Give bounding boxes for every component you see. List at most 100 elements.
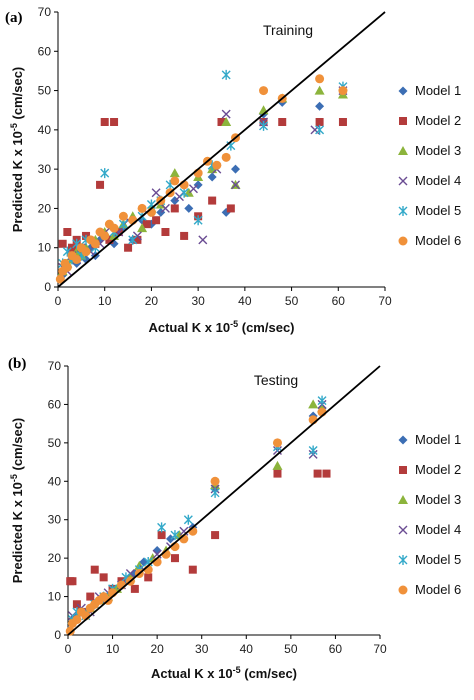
x-tick-label: 50	[284, 642, 298, 656]
data-point	[157, 531, 166, 540]
legend-marker	[398, 525, 408, 535]
data-point	[314, 85, 325, 95]
legend-item: Model 2	[399, 462, 461, 477]
legend-label: Model 2	[415, 113, 461, 128]
data-point	[68, 577, 77, 586]
one-to-one-line	[67, 365, 381, 636]
data-point	[273, 469, 282, 478]
legend-item: Model 4	[398, 173, 461, 188]
x-tick-label: 0	[55, 294, 62, 308]
data-point	[308, 445, 318, 456]
data-point	[160, 203, 170, 213]
x-tick-label: 40	[240, 642, 254, 656]
series-model-4	[67, 399, 327, 621]
series-model-6	[55, 74, 348, 284]
data-point	[118, 211, 128, 221]
legend-marker	[398, 495, 408, 504]
x-tick-label: 60	[332, 294, 346, 308]
series-model-3	[67, 399, 328, 624]
data-point	[137, 203, 147, 213]
data-point	[221, 109, 231, 119]
legend-item: Model 4	[398, 522, 461, 537]
data-point	[210, 476, 220, 486]
data-point	[231, 164, 241, 174]
data-point	[62, 262, 72, 272]
legend-label: Model 6	[415, 233, 461, 248]
x-tick-label: 20	[150, 642, 164, 656]
data-point	[188, 565, 197, 574]
data-point	[338, 118, 347, 126]
one-to-one-line	[57, 11, 386, 288]
data-point	[100, 118, 109, 126]
y-axis-label: Predicted K x 10-5 (cm/sec)	[9, 67, 25, 233]
data-point	[157, 522, 167, 533]
data-point	[68, 243, 77, 252]
y-tick-label: 20	[38, 201, 52, 215]
data-point	[99, 573, 108, 582]
x-tick-label: 30	[195, 642, 209, 656]
data-point	[317, 395, 327, 406]
data-point	[86, 592, 95, 601]
series-model-6	[65, 407, 327, 636]
legend-item: Model 1	[398, 432, 461, 447]
data-point	[72, 615, 82, 625]
x-tick-label: 20	[145, 294, 159, 308]
data-point	[169, 168, 180, 178]
data-point	[161, 228, 170, 236]
legend-marker	[398, 236, 408, 246]
data-point	[72, 255, 82, 264]
legend-marker	[398, 435, 408, 445]
legend-marker	[398, 555, 408, 565]
data-point	[259, 120, 269, 131]
legend-marker	[399, 466, 407, 474]
data-point	[130, 584, 139, 593]
chart-panel-training: 0 10 20 30 40 50 60 70 0 10 20 30 40 50 60 70 (a) Trainin…	[5, 5, 461, 335]
data-point	[152, 216, 161, 225]
data-point	[208, 196, 217, 205]
data-point	[226, 204, 235, 213]
data-point	[258, 105, 269, 115]
data-point	[207, 172, 217, 182]
legend-item: Model 3	[398, 143, 461, 158]
y-tick-label: 0	[54, 628, 61, 642]
legend-item: Model 2	[399, 113, 461, 128]
data-point	[170, 530, 180, 541]
y-tick-label: 50	[38, 84, 52, 98]
data-point	[221, 69, 231, 80]
data-point	[322, 469, 331, 478]
data-point	[315, 101, 325, 111]
legend-label: Model 1	[415, 432, 461, 447]
y-tick-label: 60	[38, 44, 52, 58]
y-tick-label: 60	[48, 397, 62, 411]
y-axis-label: Predicted K x 10-5 (cm/sec)	[9, 418, 25, 584]
data-point	[81, 247, 91, 257]
y-tick-label: 20	[48, 551, 62, 565]
data-point	[211, 531, 220, 540]
y-tick-label: 0	[44, 280, 51, 294]
data-point	[315, 74, 325, 84]
data-point	[183, 514, 193, 525]
data-point	[133, 235, 142, 244]
data-point	[72, 600, 81, 609]
data-point	[124, 243, 133, 252]
data-point	[65, 626, 75, 636]
chart-panel-testing: 0 10 20 30 40 50 60 70 0 10 20 30 40 50 60 70 (b) Testing…	[8, 356, 461, 681]
data-point	[100, 168, 110, 179]
y-tick-label: 10	[48, 590, 62, 604]
panel-title: Testing	[254, 372, 298, 388]
data-point	[151, 188, 161, 198]
y-tick-label: 40	[38, 123, 52, 137]
legend-item: Model 6	[398, 582, 461, 597]
y-tick-label: 70	[38, 5, 52, 19]
legend-item: Model 5	[398, 203, 461, 218]
data-point	[221, 152, 231, 162]
legend-label: Model 1	[415, 83, 461, 98]
data-point	[272, 460, 283, 470]
data-point	[96, 180, 105, 189]
data-point	[100, 231, 110, 241]
data-point	[55, 274, 65, 284]
legend: Model 1 Model 2 Model 3 Model 4 Model 5 Model…	[398, 83, 461, 248]
data-point	[118, 219, 128, 230]
data-point	[137, 223, 148, 233]
